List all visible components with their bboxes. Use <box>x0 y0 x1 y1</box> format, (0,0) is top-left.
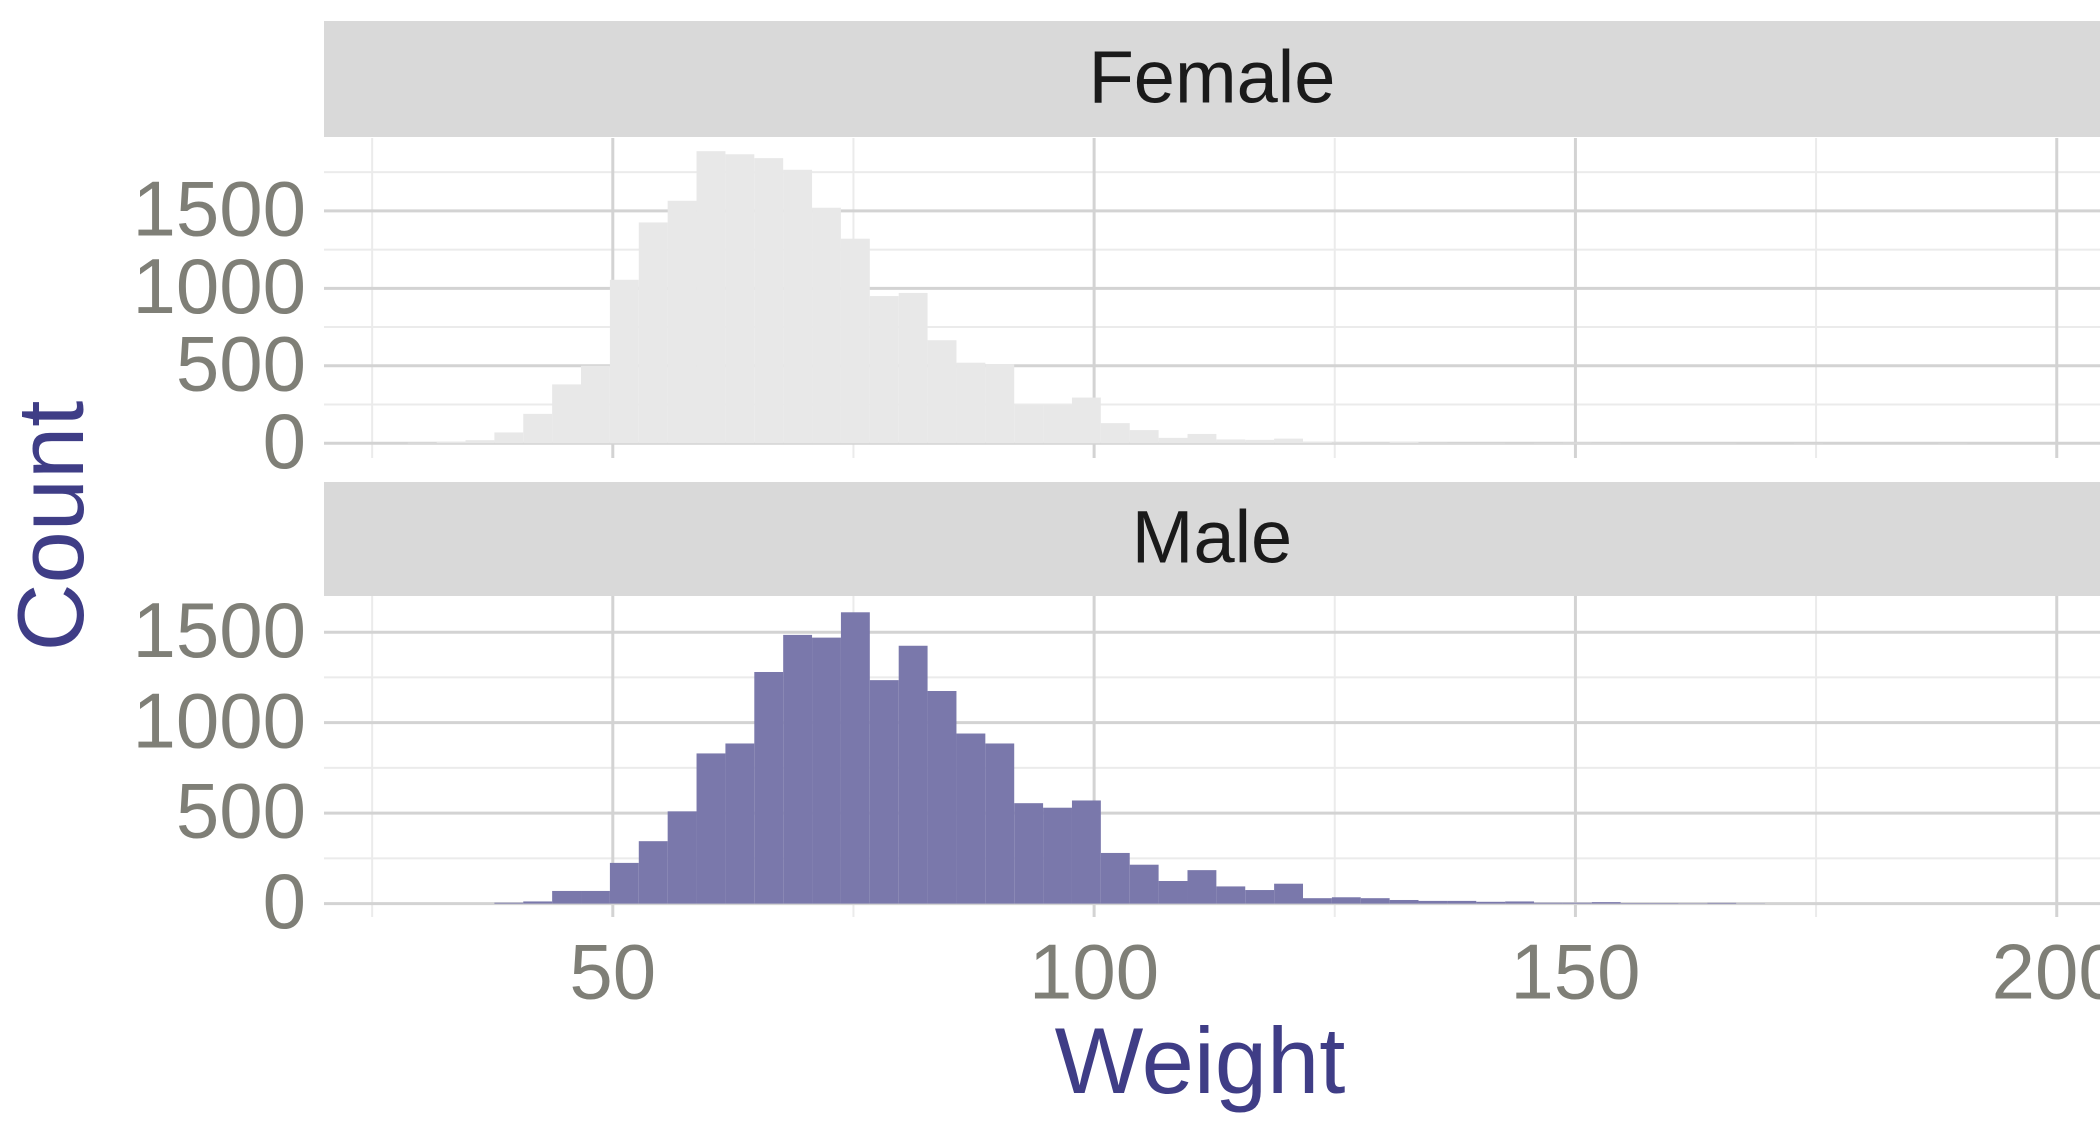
bar <box>696 753 726 904</box>
bar <box>869 680 899 904</box>
bar <box>523 413 553 444</box>
bar <box>840 238 870 444</box>
bar <box>1216 886 1246 904</box>
bar <box>956 362 986 444</box>
bar <box>667 811 697 904</box>
bar <box>1389 899 1419 904</box>
bar <box>1331 442 1361 444</box>
bar <box>1360 898 1390 904</box>
bar <box>1274 883 1304 904</box>
bar <box>985 364 1015 444</box>
bar <box>523 901 553 904</box>
bar <box>1389 442 1419 444</box>
bar <box>552 890 582 904</box>
bar <box>869 296 899 444</box>
bar <box>812 637 841 904</box>
bar <box>696 151 726 444</box>
bar <box>494 432 524 444</box>
bar <box>667 200 697 444</box>
x-tick-label: 150 <box>1510 928 1640 1016</box>
bar <box>1187 433 1217 444</box>
bar <box>581 890 610 904</box>
bar <box>898 645 928 904</box>
bar <box>1534 902 1563 904</box>
bar <box>927 340 957 444</box>
bar <box>581 365 610 444</box>
bar <box>638 841 668 904</box>
bar <box>840 612 870 904</box>
bar <box>898 292 928 444</box>
strip <box>324 21 2100 137</box>
bar <box>1071 800 1101 904</box>
bar <box>725 743 755 904</box>
bar <box>783 634 813 904</box>
bar <box>1331 897 1361 904</box>
bar <box>1245 439 1275 444</box>
bar <box>927 690 957 904</box>
bar <box>1187 870 1217 904</box>
bar <box>1303 898 1332 904</box>
bar <box>985 743 1015 904</box>
y-tick-label: 1000 <box>132 242 306 330</box>
bar <box>1216 439 1246 444</box>
bar <box>1591 902 1621 904</box>
y-tick-label: 0 <box>263 857 306 945</box>
x-axis-title: Weight <box>1055 1008 1346 1113</box>
bar <box>1100 423 1130 444</box>
bar <box>1158 437 1188 444</box>
bar <box>1043 807 1072 904</box>
bar <box>609 862 639 904</box>
x-tick-label: 100 <box>1029 928 1159 1016</box>
strip-title: Female <box>1089 36 1336 119</box>
bar <box>1620 903 1650 904</box>
bar <box>552 384 582 444</box>
bar <box>956 733 986 904</box>
bar <box>1043 404 1072 444</box>
bar <box>1014 404 1044 444</box>
bar <box>1303 441 1332 444</box>
y-axis-title: Count <box>0 401 103 652</box>
bar <box>754 158 784 444</box>
bar <box>1707 902 1737 904</box>
bar <box>436 442 466 444</box>
bar <box>725 154 755 444</box>
bar <box>812 207 841 444</box>
bar <box>1360 442 1390 444</box>
bar <box>1129 430 1159 444</box>
y-tick-label: 500 <box>176 319 306 407</box>
bar <box>754 671 784 904</box>
y-tick-label: 1000 <box>132 676 306 764</box>
bar <box>1014 803 1044 904</box>
y-tick-label: 1500 <box>132 164 306 252</box>
strip <box>324 482 2100 596</box>
bar <box>1418 900 1448 904</box>
bar <box>494 902 524 904</box>
strip-title: Male <box>1132 496 1292 579</box>
y-tick-label: 1500 <box>132 586 306 674</box>
x-tick-label: 50 <box>569 928 656 1016</box>
bar <box>609 279 639 444</box>
bar <box>1129 864 1159 904</box>
y-tick-label: 500 <box>176 767 306 855</box>
y-tick-label: 0 <box>263 397 306 485</box>
bar <box>1447 900 1477 904</box>
bar <box>1274 438 1304 444</box>
bar <box>1158 880 1188 904</box>
bar <box>1245 890 1275 904</box>
bar <box>1562 902 1592 904</box>
bar <box>638 222 668 444</box>
bar <box>1649 903 1679 904</box>
x-tick-label: 200 <box>1992 928 2100 1016</box>
bar <box>1476 901 1506 904</box>
bar <box>783 169 813 444</box>
bar <box>465 440 495 444</box>
bar <box>1505 901 1535 904</box>
bar <box>1071 397 1101 444</box>
bar <box>1100 852 1130 904</box>
